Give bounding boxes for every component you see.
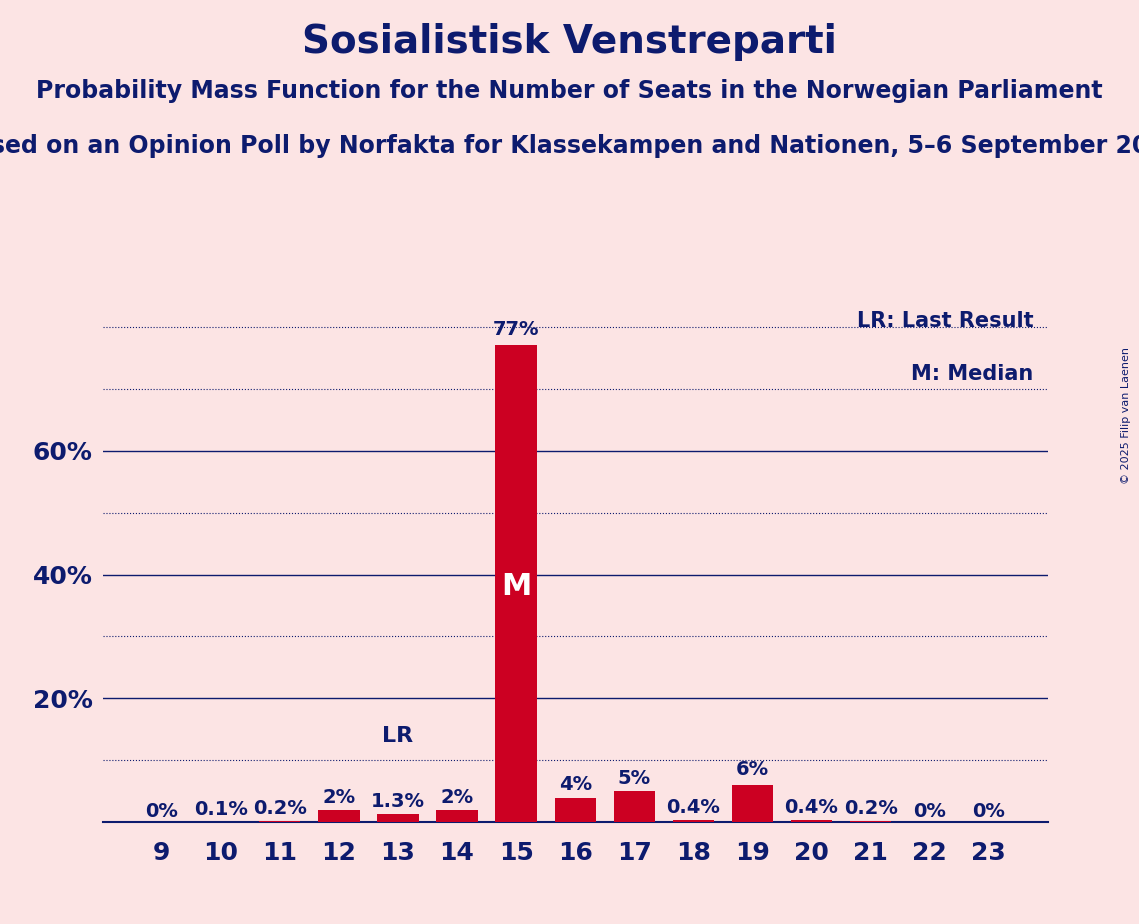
Bar xyxy=(495,346,536,822)
Text: 0.4%: 0.4% xyxy=(785,797,838,817)
Text: M: M xyxy=(501,572,531,602)
Text: Probability Mass Function for the Number of Seats in the Norwegian Parliament: Probability Mass Function for the Number… xyxy=(36,79,1103,103)
Bar xyxy=(555,797,596,822)
Text: 2%: 2% xyxy=(441,788,474,807)
Bar xyxy=(614,791,655,822)
Bar xyxy=(436,810,477,822)
Text: 0%: 0% xyxy=(913,801,947,821)
Text: Sosialistisk Venstreparti: Sosialistisk Venstreparti xyxy=(302,23,837,61)
Text: 6%: 6% xyxy=(736,760,769,779)
Bar xyxy=(673,820,714,822)
Bar xyxy=(259,821,301,822)
Text: 77%: 77% xyxy=(493,320,540,339)
Bar xyxy=(318,810,360,822)
Text: 4%: 4% xyxy=(558,775,592,795)
Text: 0.1%: 0.1% xyxy=(194,799,247,819)
Text: 1.3%: 1.3% xyxy=(371,792,425,811)
Text: LR: LR xyxy=(383,726,413,746)
Text: 0.4%: 0.4% xyxy=(666,797,720,817)
Text: 0.2%: 0.2% xyxy=(844,799,898,818)
Text: M: Median: M: Median xyxy=(911,364,1034,384)
Text: Based on an Opinion Poll by Norfakta for Klassekampen and Nationen, 5–6 Septembe: Based on an Opinion Poll by Norfakta for… xyxy=(0,134,1139,158)
Text: LR: Last Result: LR: Last Result xyxy=(857,311,1034,332)
Text: 0%: 0% xyxy=(973,801,1006,821)
Text: 0%: 0% xyxy=(145,801,178,821)
Text: 5%: 5% xyxy=(617,770,650,788)
Text: 2%: 2% xyxy=(322,788,355,807)
Text: © 2025 Filip van Laenen: © 2025 Filip van Laenen xyxy=(1121,347,1131,484)
Bar xyxy=(850,821,892,822)
Bar xyxy=(731,785,773,822)
Bar xyxy=(790,820,833,822)
Text: 0.2%: 0.2% xyxy=(253,799,306,818)
Bar xyxy=(377,814,419,822)
